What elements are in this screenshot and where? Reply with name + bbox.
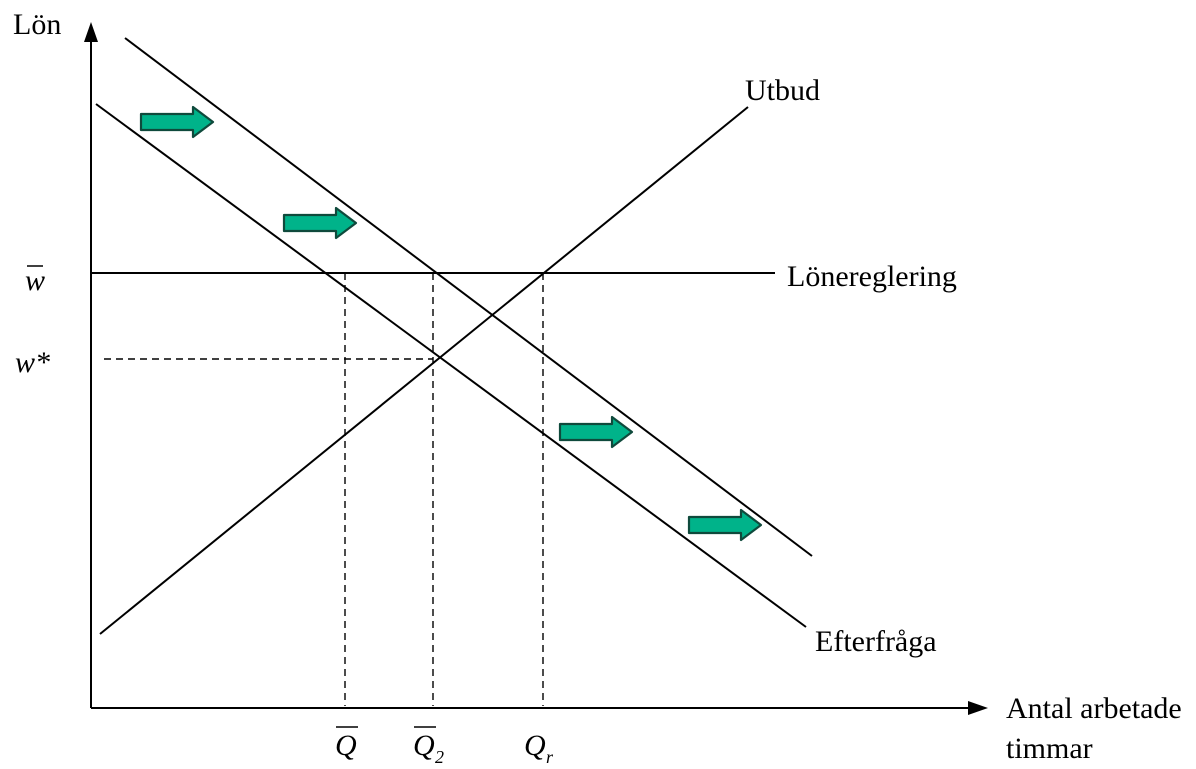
shift-arrow-1 [139,105,215,139]
q-bar-2-label: Q [413,729,435,762]
q-r-label: Q [524,729,546,762]
y-axis-arrowhead [84,22,98,42]
shifted-demand-curve [124,37,813,557]
w-star-label: w* [15,346,50,379]
shift-arrow-3 [558,415,634,449]
x-axis-arrowhead [968,701,988,715]
q-bar-2-subscript: 2 [435,747,444,767]
q-r-subscript: r [546,747,554,767]
y-axis-label: Lön [13,8,61,41]
wage-regulation-label: Lönereglering [787,260,957,293]
demand-label: Efterfråga [815,625,937,658]
demand-curve [95,103,807,628]
q-bar-label: Q [335,729,357,762]
supply-curve [99,106,749,635]
shift-arrow-2 [282,206,358,240]
x-axis-label-line1: Antal arbetade [1006,692,1182,725]
shift-arrow-4 [687,508,763,542]
supply-label: Utbud [745,74,820,107]
w-bar-label: w [25,264,45,297]
x-axis-label-line2: timmar [1006,732,1093,765]
